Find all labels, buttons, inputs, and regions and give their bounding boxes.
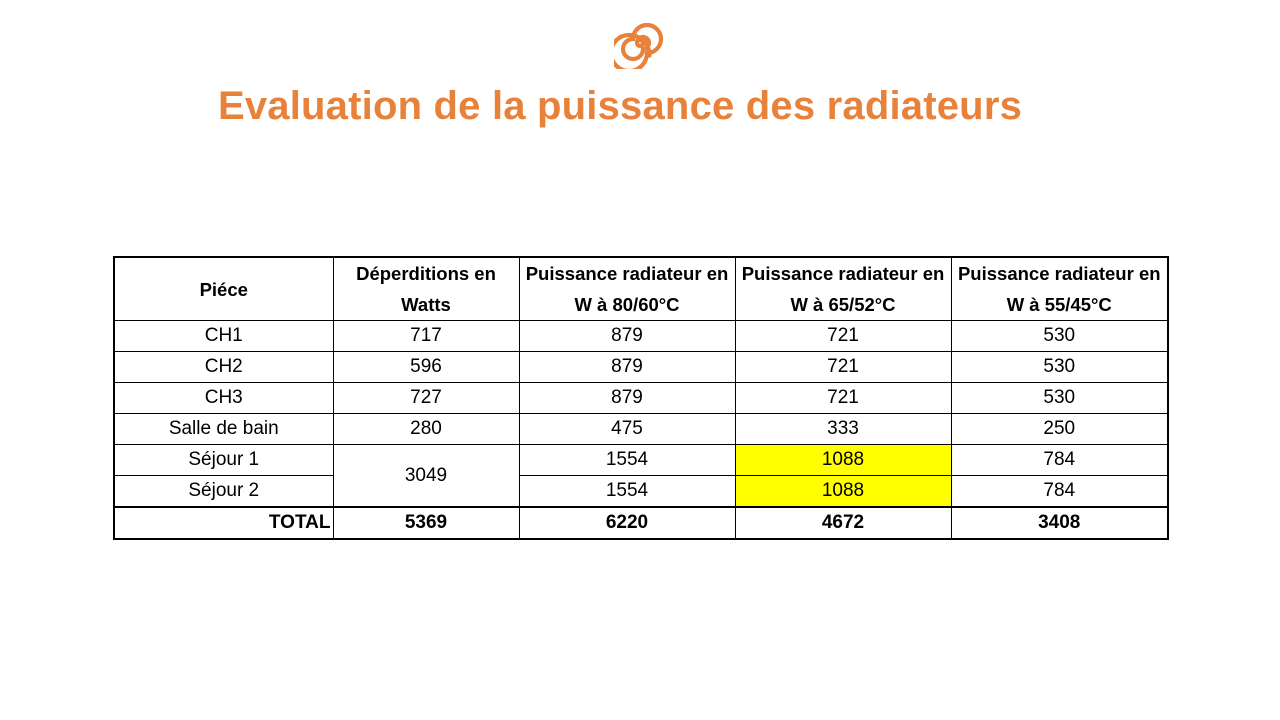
cell-power-80: 1554 — [518, 475, 736, 508]
total-label: TOTAL — [113, 506, 334, 540]
cell-power-80: 879 — [518, 382, 736, 414]
cell-power-65-highlighted: 1088 — [734, 444, 952, 476]
table-row: CH3 727 879 721 530 — [113, 382, 1169, 414]
cell-deperditions: 596 — [332, 351, 520, 383]
table-total-row: TOTAL 5369 6220 4672 3408 — [113, 506, 1169, 540]
header-power-65-52: Puissance radiateur en W à 65/52°C — [734, 256, 952, 321]
header-power-80-60: Puissance radiateur en W à 80/60°C — [518, 256, 736, 321]
cell-power-55: 250 — [950, 413, 1169, 445]
total-power-65: 4672 — [734, 506, 952, 540]
cell-power-80: 475 — [518, 413, 736, 445]
cell-piece: Séjour 1 — [113, 444, 334, 476]
cell-power-55: 784 — [950, 475, 1169, 508]
cell-power-65: 721 — [734, 382, 952, 414]
cell-power-65: 333 — [734, 413, 952, 445]
cell-power-65: 721 — [734, 351, 952, 383]
table-row: CH1 717 879 721 530 — [113, 320, 1169, 352]
cell-piece: CH1 — [113, 320, 334, 352]
header-deperditions: Déperditions en Watts — [332, 256, 520, 321]
cell-piece: Séjour 2 — [113, 475, 334, 508]
cell-power-80: 879 — [518, 320, 736, 352]
cell-power-55: 530 — [950, 320, 1169, 352]
cell-deperditions: 280 — [332, 413, 520, 445]
table-header-row: Piéce Déperditions en Watts Puissance ra… — [113, 256, 1169, 321]
spiral-logo-icon — [614, 22, 664, 69]
cell-power-80: 879 — [518, 351, 736, 383]
cell-deperditions-merged: 3049 — [332, 444, 520, 508]
cell-power-80: 1554 — [518, 444, 736, 476]
cell-power-55: 530 — [950, 351, 1169, 383]
cell-power-55: 784 — [950, 444, 1169, 476]
total-power-80: 6220 — [518, 506, 736, 540]
cell-piece: Salle de bain — [113, 413, 334, 445]
cell-deperditions: 717 — [332, 320, 520, 352]
cell-deperditions: 727 — [332, 382, 520, 414]
cell-power-65-highlighted: 1088 — [734, 475, 952, 508]
header-piece: Piéce — [113, 256, 334, 321]
cell-piece: CH3 — [113, 382, 334, 414]
total-deperditions: 5369 — [332, 506, 520, 540]
cell-power-55: 530 — [950, 382, 1169, 414]
cell-piece: CH2 — [113, 351, 334, 383]
table-row: Séjour 1 3049 1554 1088 784 — [113, 444, 1169, 508]
cell-power-65: 721 — [734, 320, 952, 352]
page-title: Evaluation de la puissance des radiateur… — [217, 84, 1023, 128]
table-row: Séjour 2 1554 1088 784 — [113, 475, 1169, 508]
total-power-55: 3408 — [950, 506, 1169, 540]
header-power-55-45: Puissance radiateur en W à 55/45°C — [950, 256, 1169, 321]
table-row: Salle de bain 280 475 333 250 — [113, 413, 1169, 445]
radiator-power-table: Piéce Déperditions en Watts Puissance ra… — [113, 256, 1169, 540]
table-row: CH2 596 879 721 530 — [113, 351, 1169, 383]
